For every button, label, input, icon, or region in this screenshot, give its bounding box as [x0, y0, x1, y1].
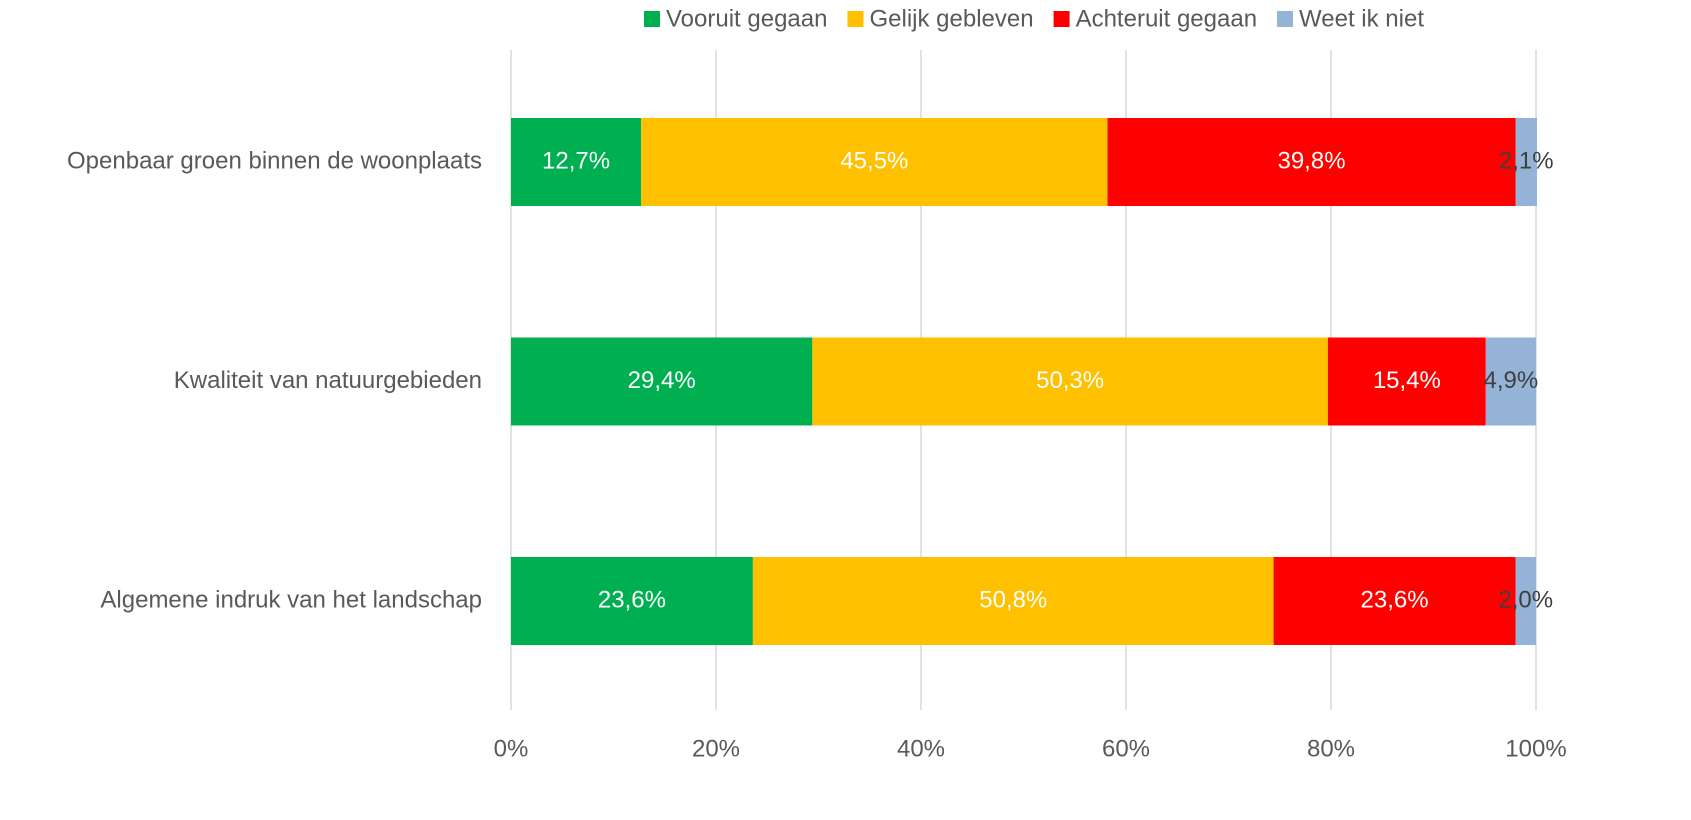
- data-label: 2,0%: [1498, 586, 1553, 613]
- x-tick-label: 0%: [494, 735, 529, 762]
- data-label: 50,3%: [1036, 367, 1104, 394]
- bar-segment: [1515, 557, 1536, 645]
- category-label: Openbaar groen binnen de woonplaats: [67, 147, 482, 174]
- category-label: Kwaliteit van natuurgebieden: [174, 367, 482, 394]
- data-label: 39,8%: [1277, 147, 1345, 174]
- bar-segment: [1485, 337, 1536, 426]
- bar-segment: [1273, 557, 1516, 645]
- legend-swatch: [1053, 11, 1070, 27]
- x-tick-label: 20%: [692, 735, 740, 762]
- category-label: Algemene indruk van het landschap: [100, 586, 482, 613]
- legend-swatch: [643, 11, 660, 27]
- legend-label: Vooruit gegaan: [666, 5, 827, 32]
- bar-segment: [1107, 118, 1516, 206]
- data-label: 50,8%: [979, 586, 1047, 613]
- bar-segment: [511, 557, 753, 645]
- data-label: 29,4%: [628, 367, 696, 394]
- bar-segment: [1515, 118, 1538, 206]
- bar-segment: [511, 118, 642, 206]
- data-label: 2,1%: [1499, 147, 1554, 174]
- data-label: 15,4%: [1373, 367, 1441, 394]
- legend-label: Gelijk gebleven: [869, 5, 1033, 32]
- x-tick-label: 40%: [897, 735, 945, 762]
- legend-label: Weet ik niet: [1299, 5, 1424, 32]
- data-label: 23,6%: [598, 586, 666, 613]
- data-label: 45,5%: [840, 147, 908, 174]
- data-label: 23,6%: [1361, 586, 1429, 613]
- bar-segment: [812, 337, 1328, 426]
- bar-segment: [752, 557, 1274, 645]
- data-label: 12,7%: [542, 147, 610, 174]
- x-tick-label: 80%: [1307, 735, 1355, 762]
- legend-swatch: [847, 11, 864, 27]
- bar-segment: [641, 118, 1108, 206]
- x-tick-label: 60%: [1102, 735, 1150, 762]
- bar-segment: [511, 337, 813, 426]
- x-tick-label: 100%: [1505, 735, 1566, 762]
- legend-swatch: [1277, 11, 1294, 27]
- bar-segment: [1327, 337, 1486, 426]
- data-label: 4,9%: [1484, 367, 1539, 394]
- legend-label: Achteruit gegaan: [1076, 5, 1257, 32]
